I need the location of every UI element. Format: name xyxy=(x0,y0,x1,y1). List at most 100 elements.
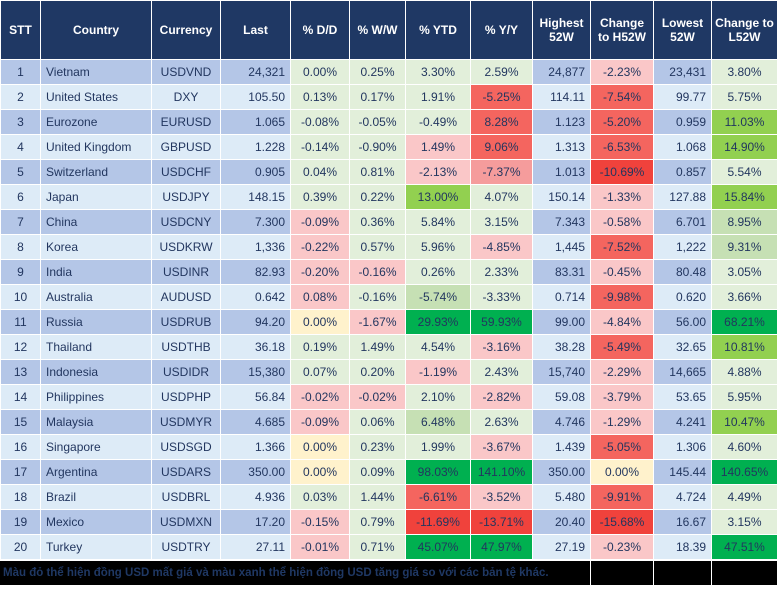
cell-last: 82.93 xyxy=(220,259,291,285)
cell-currency: USDPHP xyxy=(151,384,221,410)
cell-yy: 3.15% xyxy=(470,209,533,235)
table-row: 6 Japan USDJPY 148.15 0.39% 0.22% 13.00% 4.07% 1… xyxy=(0,184,777,210)
cell-ww: 0.36% xyxy=(349,209,406,235)
cell-yy: 59.93% xyxy=(470,309,533,335)
cell-l52: 32.65 xyxy=(653,334,712,360)
cell-ytd: 6.48% xyxy=(405,409,471,435)
cell-ytd: 1.99% xyxy=(405,434,471,460)
cell-ww: 1.49% xyxy=(349,334,406,360)
cell-ww: -0.05% xyxy=(349,109,406,135)
cell-last: 1.228 xyxy=(220,134,291,160)
cell-chg_h: -6.53% xyxy=(590,134,654,160)
cell-ww: 0.25% xyxy=(349,59,406,85)
cell-country: Japan xyxy=(40,184,152,210)
cell-last: 0.642 xyxy=(220,284,291,310)
cell-yy: 4.07% xyxy=(470,184,533,210)
cell-last: 24,321 xyxy=(220,59,291,85)
cell-l52: 16.67 xyxy=(653,509,712,535)
cell-dd: 0.04% xyxy=(290,159,350,185)
cell-ytd: -1.19% xyxy=(405,359,471,385)
cell-ytd: 1.49% xyxy=(405,134,471,160)
cell-country: Korea xyxy=(40,234,152,260)
cell-currency: USDIDR xyxy=(151,359,221,385)
cell-stt: 20 xyxy=(0,534,41,560)
cell-l52: 127.88 xyxy=(653,184,712,210)
cell-dd: -0.08% xyxy=(290,109,350,135)
cell-ytd: 1.91% xyxy=(405,84,471,110)
column-header-pct-ww: % W/W xyxy=(349,0,406,60)
cell-stt: 12 xyxy=(0,334,41,360)
table-row: 11 Russia USDRUB 94.20 0.00% -1.67% 29.93% 59.9… xyxy=(0,309,777,335)
cell-dd: 0.03% xyxy=(290,484,350,510)
cell-ytd: 5.96% xyxy=(405,234,471,260)
footer-spacer-cell xyxy=(711,561,777,585)
cell-dd: -0.14% xyxy=(290,134,350,160)
cell-chg_l: 10.47% xyxy=(711,409,777,435)
cell-country: Thailand xyxy=(40,334,152,360)
cell-currency: USDTRY xyxy=(151,534,221,560)
cell-ytd: 4.54% xyxy=(405,334,471,360)
cell-currency: USDKRW xyxy=(151,234,221,260)
cell-chg_h: -3.79% xyxy=(590,384,654,410)
cell-ytd: 3.30% xyxy=(405,59,471,85)
cell-dd: -0.22% xyxy=(290,234,350,260)
column-header-highest-52w: Highest 52W xyxy=(532,0,591,60)
cell-yy: -4.85% xyxy=(470,234,533,260)
cell-chg_h: -7.54% xyxy=(590,84,654,110)
cell-last: 15,380 xyxy=(220,359,291,385)
table-row: 9 India USDINR 82.93 -0.20% -0.16% 0.26% 2.33% 8… xyxy=(0,259,777,285)
cell-l52: 0.620 xyxy=(653,284,712,310)
cell-chg_l: 4.88% xyxy=(711,359,777,385)
cell-country: Malaysia xyxy=(40,409,152,435)
cell-currency: USDINR xyxy=(151,259,221,285)
cell-currency: USDTHB xyxy=(151,334,221,360)
cell-stt: 1 xyxy=(0,59,41,85)
cell-last: 17.20 xyxy=(220,509,291,535)
table-body: 1 Vietnam USDVND 24,321 0.00% 0.25% 3.30% 2.59%… xyxy=(0,59,777,560)
cell-yy: 141.10% xyxy=(470,459,533,485)
cell-ytd: -11.69% xyxy=(405,509,471,535)
column-header-last: Last xyxy=(220,0,291,60)
table-row: 13 Indonesia USDIDR 15,380 0.07% 0.20% -1.19% 2… xyxy=(0,359,777,385)
cell-chg_h: -15.68% xyxy=(590,509,654,535)
cell-chg_l: 15.84% xyxy=(711,184,777,210)
table-row: 3 Eurozone EURUSD 1.065 -0.08% -0.05% -0.49% 8.… xyxy=(0,109,777,135)
cell-h52: 27.19 xyxy=(532,534,591,560)
cell-chg_l: 9.31% xyxy=(711,234,777,260)
cell-dd: 0.00% xyxy=(290,309,350,335)
cell-ytd: -0.49% xyxy=(405,109,471,135)
cell-chg_l: 14.90% xyxy=(711,134,777,160)
cell-currency: EURUSD xyxy=(151,109,221,135)
cell-chg_h: -4.84% xyxy=(590,309,654,335)
cell-country: Brazil xyxy=(40,484,152,510)
cell-stt: 13 xyxy=(0,359,41,385)
cell-currency: USDRUB xyxy=(151,309,221,335)
cell-ytd: -2.13% xyxy=(405,159,471,185)
cell-chg_l: 3.66% xyxy=(711,284,777,310)
footer-spacer-cell xyxy=(653,561,711,585)
cell-h52: 38.28 xyxy=(532,334,591,360)
table-row: 5 Switzerland USDCHF 0.905 0.04% 0.81% -2.13% -… xyxy=(0,159,777,185)
cell-currency: USDCHF xyxy=(151,159,221,185)
cell-ww: 0.57% xyxy=(349,234,406,260)
cell-last: 4.936 xyxy=(220,484,291,510)
cell-l52: 1,222 xyxy=(653,234,712,260)
column-header-pct-yy: % Y/Y xyxy=(470,0,533,60)
cell-last: 94.20 xyxy=(220,309,291,335)
cell-stt: 14 xyxy=(0,384,41,410)
cell-h52: 1.123 xyxy=(532,109,591,135)
cell-stt: 5 xyxy=(0,159,41,185)
cell-country: Vietnam xyxy=(40,59,152,85)
cell-chg_h: -9.98% xyxy=(590,284,654,310)
cell-dd: 0.07% xyxy=(290,359,350,385)
cell-last: 105.50 xyxy=(220,84,291,110)
cell-dd: 0.00% xyxy=(290,434,350,460)
cell-dd: -0.01% xyxy=(290,534,350,560)
table-row: 4 United Kingdom GBPUSD 1.228 -0.14% -0.90% 1.… xyxy=(0,134,777,160)
cell-ytd: 98.03% xyxy=(405,459,471,485)
cell-l52: 18.39 xyxy=(653,534,712,560)
cell-yy: 47.97% xyxy=(470,534,533,560)
cell-ww: -0.90% xyxy=(349,134,406,160)
cell-l52: 53.65 xyxy=(653,384,712,410)
